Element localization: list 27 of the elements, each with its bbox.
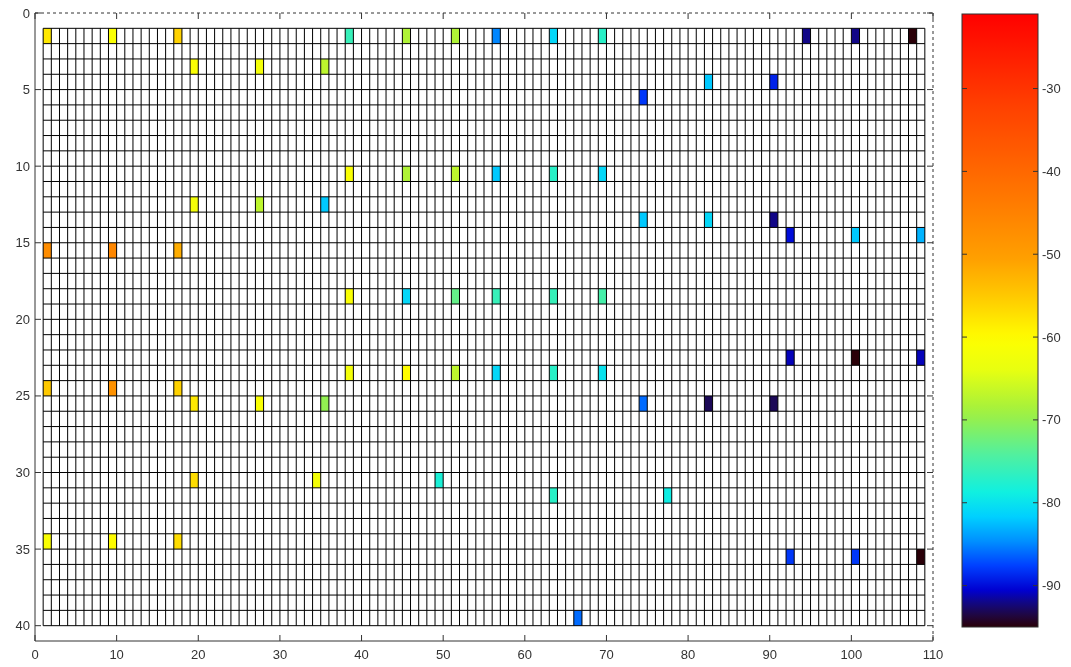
x-tick-label: 10 — [109, 647, 124, 662]
color-bar-label: -70 — [1042, 412, 1061, 428]
color-bar-label: -50 — [1042, 246, 1061, 262]
x-tick-label: 60 — [517, 647, 533, 662]
y-tick-label: 5 — [22, 82, 30, 98]
y-tick-label: 35 — [15, 541, 30, 557]
color-bar-label: -80 — [1042, 495, 1061, 511]
y-tick-label: 10 — [15, 158, 30, 174]
color-bar-label: -30 — [1042, 81, 1061, 97]
x-tick-label: 50 — [435, 647, 451, 662]
x-tick-label: 90 — [762, 647, 777, 662]
color-bar-label: -40 — [1042, 163, 1061, 179]
y-tick-label: 25 — [15, 388, 30, 404]
y-tick-label: 15 — [15, 235, 30, 251]
x-tick-label: 40 — [354, 647, 369, 662]
x-tick-label: 80 — [680, 647, 696, 662]
y-tick-label: 0 — [22, 5, 30, 21]
color-bar-label: -60 — [1042, 329, 1061, 345]
x-tick-label: 110 — [922, 647, 944, 662]
x-tick-label: 100 — [840, 647, 863, 662]
y-tick-label: 20 — [15, 311, 30, 327]
x-tick-label: 70 — [599, 647, 614, 662]
color-bar-label: -90 — [1042, 578, 1061, 594]
y-tick-label: 40 — [15, 618, 30, 634]
y-tick-label: 30 — [15, 465, 30, 481]
x-tick-label: 20 — [191, 647, 206, 662]
x-tick-label: 30 — [272, 647, 288, 662]
